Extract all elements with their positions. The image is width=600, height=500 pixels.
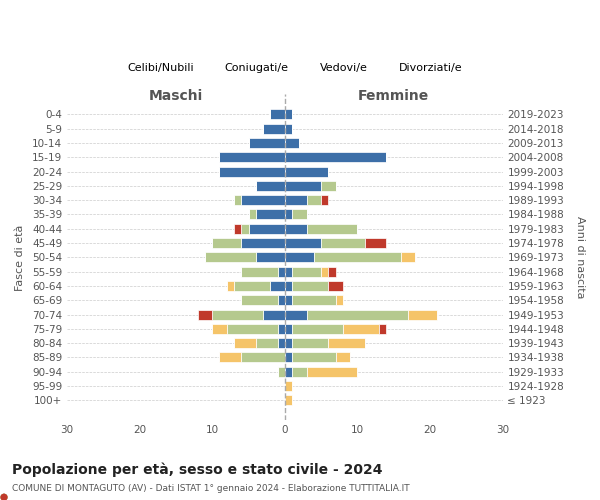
Bar [307, 366, 358, 376]
Bar [328, 266, 335, 276]
Bar [292, 324, 343, 334]
Bar [241, 266, 278, 276]
Bar [227, 281, 234, 291]
Bar [212, 324, 227, 334]
Bar [401, 252, 415, 262]
Bar [278, 324, 285, 334]
Bar [365, 238, 386, 248]
Text: Femmine: Femmine [358, 89, 430, 103]
Bar [256, 252, 285, 262]
Bar [285, 324, 292, 334]
Bar [408, 310, 437, 320]
Bar [278, 266, 285, 276]
Bar [285, 138, 299, 148]
Bar [241, 224, 248, 234]
Bar [292, 210, 307, 220]
Text: Popolazione per età, sesso e stato civile - 2024: Popolazione per età, sesso e stato civil… [12, 462, 383, 477]
Bar [314, 252, 401, 262]
Bar [343, 324, 379, 334]
Bar [220, 166, 285, 176]
Text: COMUNE DI MONTAGUTO (AV) - Dati ISTAT 1° gennaio 2024 - Elaborazione TUTTITALIA.: COMUNE DI MONTAGUTO (AV) - Dati ISTAT 1°… [12, 484, 410, 493]
Bar [256, 181, 285, 191]
Bar [285, 210, 292, 220]
Bar [292, 295, 335, 305]
Bar [205, 252, 256, 262]
Bar [292, 266, 321, 276]
Bar [256, 210, 285, 220]
Bar [241, 238, 285, 248]
Bar [270, 110, 285, 120]
Y-axis label: Anni di nascita: Anni di nascita [575, 216, 585, 298]
Bar [256, 338, 278, 348]
Bar [285, 338, 292, 348]
Bar [285, 281, 292, 291]
Bar [227, 324, 278, 334]
Bar [335, 352, 350, 362]
Bar [292, 338, 328, 348]
Bar [248, 210, 256, 220]
Bar [321, 266, 328, 276]
Text: Maschi: Maschi [149, 89, 203, 103]
Bar [285, 238, 321, 248]
Bar [220, 152, 285, 162]
Bar [234, 195, 241, 205]
Bar [285, 310, 307, 320]
Bar [234, 281, 270, 291]
Bar [248, 224, 285, 234]
Bar [285, 166, 328, 176]
Legend: Celibi/Nubili, Coniugati/e, Vedovi/e, Divorziati/e: Celibi/Nubili, Coniugati/e, Vedovi/e, Di… [103, 58, 467, 78]
Bar [321, 181, 335, 191]
Bar [220, 352, 241, 362]
Bar [285, 366, 292, 376]
Bar [263, 310, 285, 320]
Bar [285, 396, 292, 406]
Bar [212, 310, 263, 320]
Bar [292, 352, 335, 362]
Bar [248, 138, 285, 148]
Bar [285, 152, 386, 162]
Bar [198, 310, 212, 320]
Bar [285, 195, 307, 205]
Bar [321, 238, 365, 248]
Bar [285, 224, 307, 234]
Bar [270, 281, 285, 291]
Bar [285, 110, 292, 120]
Bar [234, 224, 241, 234]
Bar [335, 295, 343, 305]
Bar [285, 181, 321, 191]
Bar [379, 324, 386, 334]
Bar [285, 252, 314, 262]
Bar [285, 295, 292, 305]
Bar [292, 366, 307, 376]
Bar [241, 195, 285, 205]
Bar [285, 352, 292, 362]
Bar [263, 124, 285, 134]
Bar [307, 310, 408, 320]
Bar [292, 281, 328, 291]
Bar [278, 366, 285, 376]
Bar [285, 266, 292, 276]
Bar [307, 224, 358, 234]
Bar [285, 124, 292, 134]
Bar [285, 381, 292, 391]
Bar [212, 238, 241, 248]
Bar [241, 295, 278, 305]
Bar [278, 295, 285, 305]
Bar [328, 281, 343, 291]
Bar [234, 338, 256, 348]
Bar [241, 352, 285, 362]
Y-axis label: Fasce di età: Fasce di età [15, 224, 25, 290]
Bar [321, 195, 328, 205]
Bar [328, 338, 365, 348]
Bar [307, 195, 321, 205]
Bar [278, 338, 285, 348]
